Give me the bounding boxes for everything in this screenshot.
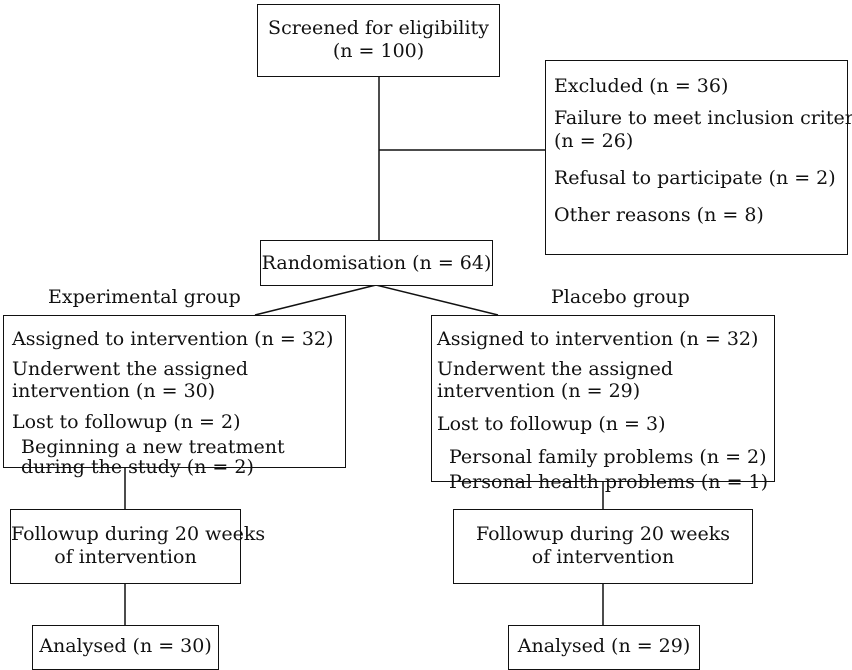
excluded-reason-refusal: Refusal to participate (n = 2) [554,167,836,189]
pla-reason-health: Personal health problems (n = 1) [449,471,769,493]
screening-count: (n = 100) [332,40,425,62]
excluded-reason-inclusion-count: (n = 26) [554,130,634,152]
exp-lost-reason: Beginning a new treatment [21,436,285,458]
excluded-reason-other: Other reasons (n = 8) [554,204,764,226]
split-right-line [375,284,499,316]
exp-lost-reason-count: during the study (n = 2) [21,456,254,478]
screening-title: Screened for eligibility [268,17,489,39]
placebo-group-label: Placebo group [551,286,690,308]
pla-lost: Lost to followup (n = 3) [437,413,666,435]
excluded-title: Excluded (n = 36) [554,75,729,97]
randomisation-box: Randomisation (n = 64) [260,240,493,286]
screening-box: Screened for eligibility (n = 100) [257,4,500,77]
pla-followup-line2: of intervention [531,546,675,568]
exp-followup-line2: of intervention [54,546,197,568]
pla-underwent-count: intervention (n = 29) [437,380,641,402]
split-left-line [254,284,377,316]
excluded-box: Excluded (n = 36) Failure to meet inclus… [545,60,852,255]
experimental-group-label: Experimental group [48,286,241,308]
experimental-analysed-box: Analysed (n = 30) [32,625,219,670]
randomisation-label: Randomisation (n = 64) [261,252,492,274]
pla-assigned: Assigned to intervention (n = 32) [437,328,759,350]
placebo-intervention-box: Assigned to intervention (n = 32) Underw… [431,315,775,493]
exp-underwent-count: intervention (n = 30) [12,380,216,402]
excluded-reason-inclusion: Failure to meet inclusion criteria [554,107,852,129]
experimental-intervention-box: Assigned to intervention (n = 32) Underw… [3,315,346,478]
exp-followup-line1: Followup during 20 weeks [11,523,266,545]
exp-assigned: Assigned to intervention (n = 32) [12,328,334,350]
pla-underwent: Underwent the assigned [437,358,674,380]
placebo-analysed-box: Analysed (n = 29) [508,625,700,670]
placebo-followup-box: Followup during 20 weeks of intervention [453,509,753,584]
pla-followup-line1: Followup during 20 weeks [475,523,731,545]
exp-lost: Lost to followup (n = 2) [12,411,241,433]
exp-underwent: Underwent the assigned [12,358,249,380]
pla-analysed: Analysed (n = 29) [517,635,691,657]
exp-analysed: Analysed (n = 30) [39,635,212,657]
pla-reason-family: Personal family problems (n = 2) [449,446,767,468]
experimental-followup-box: Followup during 20 weeks of intervention [10,509,266,584]
